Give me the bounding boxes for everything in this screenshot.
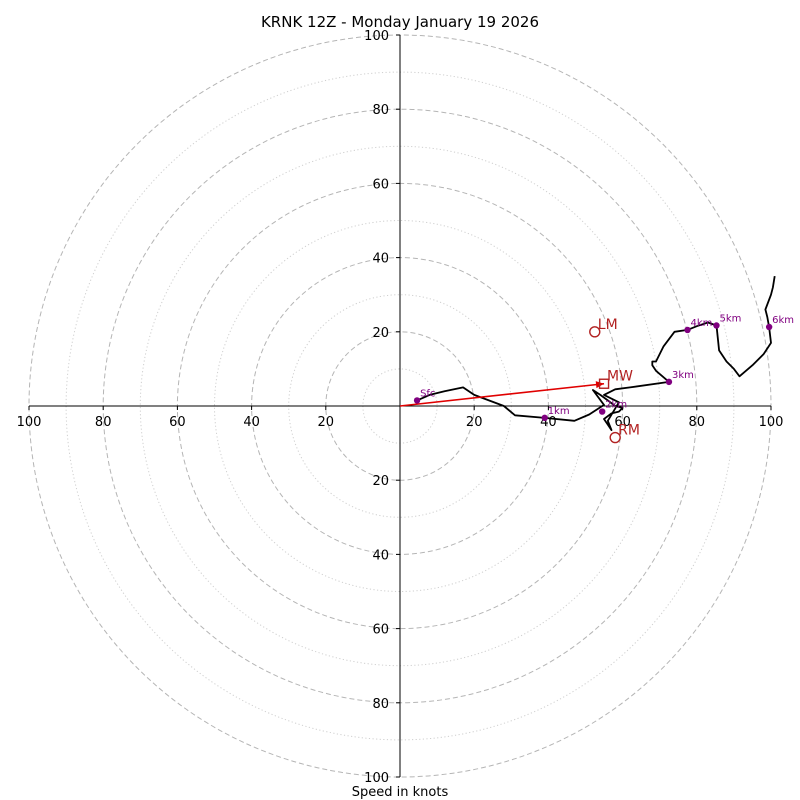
rm-marker <box>609 431 621 444</box>
x-tick-label: 100 <box>759 415 784 430</box>
height-label-3km: 3km <box>672 370 694 381</box>
height-marker-6km <box>765 323 773 331</box>
x-tick-label: 20 <box>318 415 335 430</box>
height-label-sfc: Sfc <box>420 388 435 399</box>
height-marker-sfc <box>413 397 421 404</box>
height-marker-4km <box>684 326 691 334</box>
height-label-5km: 5km <box>719 313 741 324</box>
x-tick-label: 60 <box>614 415 631 430</box>
hodograph-trace <box>416 275 776 432</box>
y-tick-labels: 100 80 60 40 20 20 40 60 80 100 <box>364 29 400 786</box>
lm-label: LM <box>598 317 618 333</box>
y-tick-label: 40 <box>372 252 389 267</box>
x-axis-label: Speed in knots <box>352 785 449 800</box>
y-tick-label: 60 <box>372 177 389 192</box>
height-marker-3km <box>665 378 673 386</box>
x-tick-label: 100 <box>17 415 42 430</box>
mw-marker <box>598 378 610 389</box>
rm-label: RM <box>618 423 640 439</box>
x-tick-label: 60 <box>169 415 186 430</box>
storm-motion-markers: LM RM MW <box>589 317 640 444</box>
y-tick-label: 60 <box>372 623 389 638</box>
y-tick-label: 20 <box>372 326 389 341</box>
height-marker-1km <box>541 414 548 422</box>
height-markers: Sfc 1km 2km 3km 4km 5km 6km <box>413 313 794 422</box>
height-label-2km: 2km <box>605 400 627 411</box>
height-label-4km: 4km <box>691 318 713 329</box>
y-tick-label: 100 <box>364 29 389 44</box>
height-marker-5km <box>713 322 720 329</box>
x-tick-labels: 100 80 60 40 20 20 40 60 80 100 <box>17 406 784 430</box>
x-tick-label: 80 <box>95 415 112 430</box>
lm-marker <box>589 326 601 338</box>
x-tick-label: 40 <box>243 415 260 430</box>
y-tick-label: 100 <box>364 771 389 786</box>
y-tick-label: 80 <box>372 103 389 118</box>
chart-title: KRNK 12Z - Monday January 19 2026 <box>261 13 539 31</box>
y-tick-label: 20 <box>372 474 389 489</box>
height-label-1km: 1km <box>548 406 570 417</box>
mw-label: MW <box>607 369 633 385</box>
height-marker-2km <box>598 408 606 415</box>
mean-wind-arrow-shaft <box>399 382 605 407</box>
x-tick-label: 80 <box>689 415 706 430</box>
x-tick-label: 20 <box>466 415 483 430</box>
height-label-6km: 6km <box>772 315 794 326</box>
y-tick-label: 40 <box>372 548 389 563</box>
y-tick-label: 80 <box>372 697 389 712</box>
